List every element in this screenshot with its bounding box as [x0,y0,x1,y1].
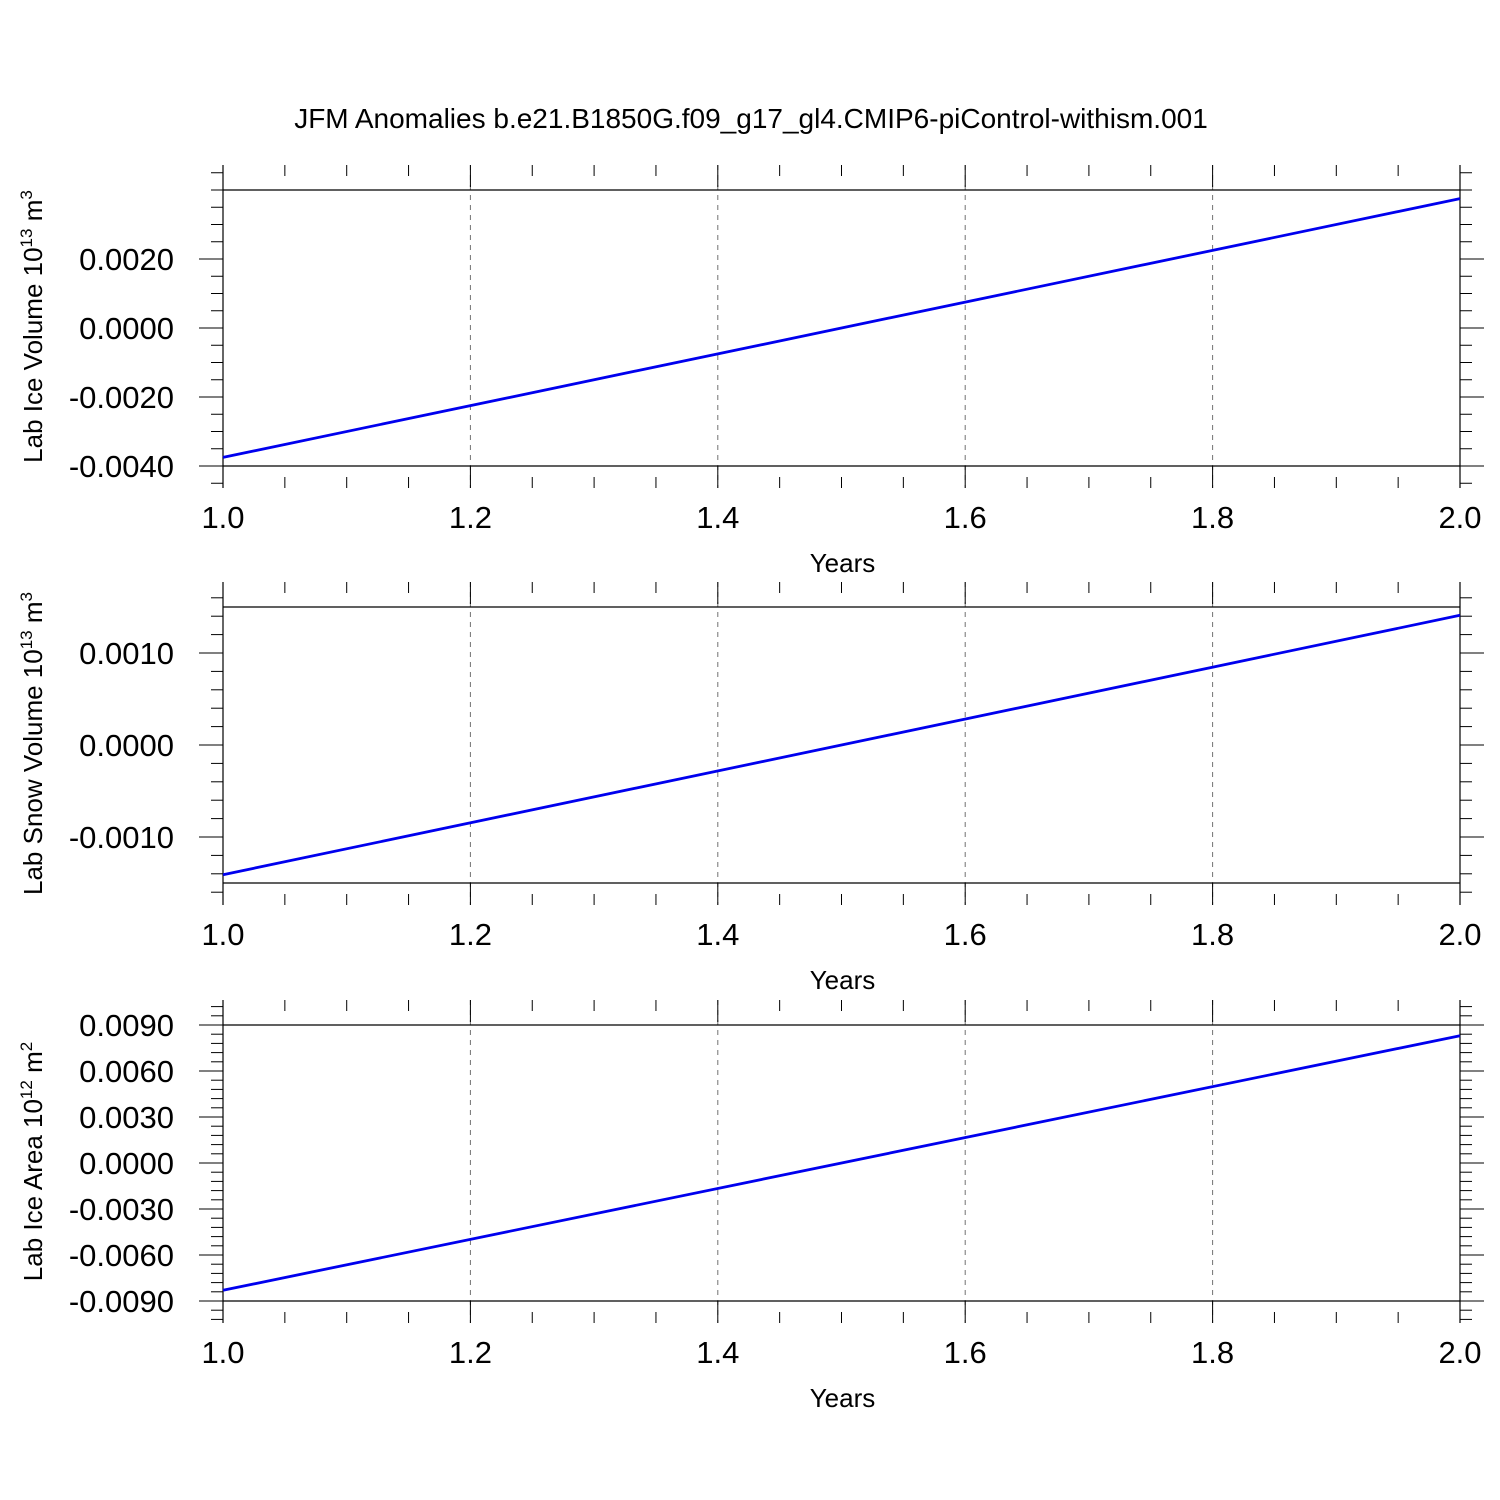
x-tick-label: 1.6 [944,500,987,535]
x-tick-label: 1.0 [201,917,244,952]
y-tick-label: -0.0010 [69,820,174,855]
y-tick-label: 0.0000 [79,1146,174,1181]
panel-1: -0.0040 -0.0020 0.0000 0.0020 1.0 1.2 1.4 1.6 1.… [17,165,1484,578]
y-tick-label: 0.0020 [79,242,174,277]
y-tick-label: -0.0040 [69,449,174,484]
x-tick-label: 1.4 [696,500,739,535]
x-tick-label: 1.0 [201,1335,244,1370]
panel-3: -0.0090 -0.0060 -0.0030 0.0000 0.0030 0.0060 0… [17,1000,1484,1413]
series-line [222,197,1461,459]
x-axis-title: Years [810,965,876,995]
y-axis-title-superscript: 13 [17,229,36,248]
panel-2: -0.0010 0.0000 0.0010 1.0 1.2 1.4 1.6 1.8 2.0 Yea… [17,582,1484,995]
y-axis-title-part: m [18,601,48,630]
y-axis-title-part: Lab Ice Volume 10 [18,247,48,462]
y-tick-label: 0.0000 [79,311,174,346]
y-axis-title: Lab Ice Area 1012 m2 [17,1042,48,1281]
series-line [222,613,1461,877]
y-axis-title-part: m [18,200,48,229]
x-tick-label: 1.2 [449,1335,492,1370]
x-axis-title: Years [810,1383,876,1413]
y-axis-title-superscript: 12 [17,1080,36,1099]
x-tick-label: 1.4 [696,917,739,952]
y-tick-label: 0.0030 [79,1100,174,1135]
x-tick-label: 1.8 [1191,500,1234,535]
x-tick-label: 1.6 [944,917,987,952]
y-axis-title-part: m [18,1051,48,1080]
y-axis-title-superscript: 3 [17,190,36,199]
y-tick-label: 0.0000 [79,728,174,763]
y-axis-title-superscript: 13 [17,630,36,649]
y-axis-title: Lab Snow Volume 1013 m3 [17,592,48,895]
y-axis-title-superscript: 3 [17,592,36,601]
x-tick-label: 2.0 [1438,917,1481,952]
x-tick-label: 2.0 [1438,500,1481,535]
x-tick-label: 1.2 [449,500,492,535]
y-tick-label: -0.0030 [69,1192,174,1227]
y-tick-label: -0.0020 [69,380,174,415]
x-tick-label: 1.0 [201,500,244,535]
x-axis-title: Years [810,548,876,578]
y-tick-label: 0.0060 [79,1054,174,1089]
y-tick-label: -0.0060 [69,1238,174,1273]
y-tick-label: 0.0090 [79,1008,174,1043]
x-tick-label: 1.6 [944,1335,987,1370]
series-line [222,1034,1461,1292]
chart-title: JFM Anomalies b.e21.B1850G.f09_g17_gl4.C… [294,103,1208,134]
x-tick-label: 1.4 [696,1335,739,1370]
y-axis-title-part: Lab Snow Volume 10 [18,649,48,895]
x-tick-label: 2.0 [1438,1335,1481,1370]
y-axis-title: Lab Ice Volume 1013 m3 [17,190,48,463]
x-tick-label: 1.8 [1191,917,1234,952]
y-tick-label: -0.0090 [69,1284,174,1319]
y-tick-label: 0.0010 [79,636,174,671]
x-tick-label: 1.8 [1191,1335,1234,1370]
x-tick-label: 1.2 [449,917,492,952]
y-axis-title-superscript: 2 [17,1042,36,1051]
y-axis-title-part: Lab Ice Area 10 [18,1099,48,1281]
